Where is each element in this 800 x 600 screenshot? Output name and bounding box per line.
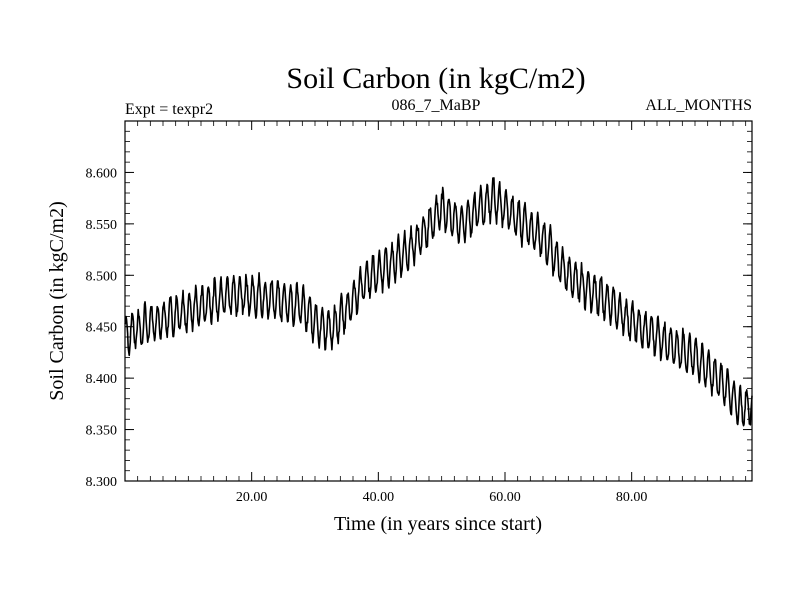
y-axis: 8.300 8.350 8.400 8.450 8.500 8.550 8.600 [86,121,753,490]
header-center: 086_7_MaBP [392,97,481,114]
y-tick-label: 8.500 [86,269,118,284]
x-tick-label: 20.00 [236,490,268,505]
x-axis-label: Time (in years since start) [334,513,542,535]
chart-title: Soil Carbon (in kgC/m2) [286,62,585,95]
x-tick-label: 60.00 [489,490,521,505]
y-tick-label: 8.550 [86,218,118,233]
y-tick-label: 8.400 [86,372,118,387]
y-tick-label: 8.600 [86,166,118,181]
header-left: Expt = texpr2 [125,101,213,118]
y-tick-label: 8.450 [86,321,118,336]
y-tick-label: 8.300 [86,475,118,490]
x-axis: 20.00 40.00 60.00 80.00 [138,121,746,505]
x-tick-label: 80.00 [616,490,648,505]
y-axis-label: Soil Carbon (in kgC/m2) [46,201,68,400]
series-group [125,178,752,426]
y-tick-label: 8.350 [86,424,118,439]
x-tick-label: 40.00 [363,490,395,505]
header-right: ALL_MONTHS [645,97,752,114]
series-line [125,178,752,426]
